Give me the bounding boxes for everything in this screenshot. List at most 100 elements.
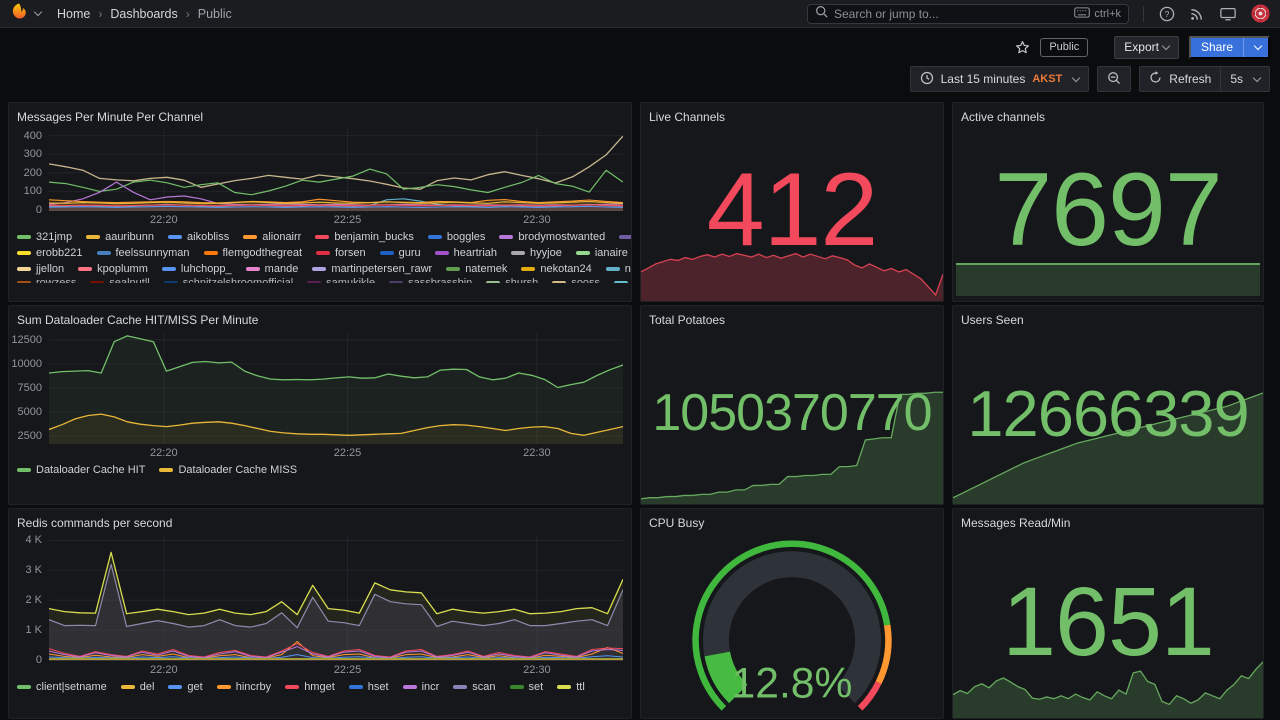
legend-item[interactable]: nekotan24 <box>521 263 592 275</box>
panel-total-potatoes: Total Potatoes 1050370770 <box>640 305 944 505</box>
legend-item[interactable]: incr <box>402 681 439 693</box>
legend-item[interactable]: boggles <box>427 231 485 243</box>
legend-item[interactable]: kpoplumm <box>78 263 148 275</box>
legend-item[interactable]: hmget <box>285 681 335 693</box>
monitor-icon[interactable] <box>1220 7 1236 21</box>
axis-tick-label: 22:20 <box>150 447 178 459</box>
legend-item[interactable]: alionairr <box>243 231 301 243</box>
legend-item[interactable]: erobb221 <box>17 247 83 259</box>
series-color-dash <box>17 266 31 271</box>
user-avatar[interactable] <box>1251 4 1270 23</box>
breadcrumb-home[interactable]: Home <box>57 6 91 21</box>
panel-title[interactable]: Total Potatoes <box>649 313 726 327</box>
messages-legend: 321jmp aauribunn aikobliss alionairr benjami… <box>9 228 631 283</box>
legend-item[interactable]: sassbrassbin <box>389 277 472 283</box>
legend-item[interactable]: stanuses <box>614 277 631 283</box>
series-color-dash <box>312 266 327 271</box>
series-color-dash <box>159 467 174 472</box>
legend-item[interactable]: ttl <box>557 681 585 693</box>
legend-item[interactable]: 321jmp <box>17 231 72 243</box>
legend-item[interactable]: samukikle <box>307 277 375 283</box>
plot-area <box>49 129 623 211</box>
panel-title[interactable]: Messages Read/Min <box>961 516 1071 530</box>
series-color-dash <box>499 234 514 239</box>
breadcrumb-dashboards[interactable]: Dashboards <box>110 6 178 21</box>
axis-tick-label: 22:25 <box>333 447 362 459</box>
help-icon[interactable]: ? <box>1159 6 1175 22</box>
refresh-interval-dropdown[interactable]: 5s <box>1221 67 1269 91</box>
refresh-button[interactable]: Refresh <box>1140 67 1221 91</box>
legend-item[interactable]: benjamin_bucks <box>315 231 414 243</box>
breadcrumb-public[interactable]: Public <box>197 6 232 21</box>
clock-icon <box>920 71 934 88</box>
dataloader-chart: 2500 5000 7500 10000 12500 22:20 22:25 22:30 <box>9 330 631 461</box>
panel-title[interactable]: Sum Dataloader Cache HIT/MISS Per Minute <box>17 313 259 327</box>
news-rss-icon[interactable] <box>1190 6 1205 21</box>
legend-item[interactable]: aauribunn <box>86 231 154 243</box>
series-color-dash <box>521 266 536 271</box>
dataloader-legend: Dataloader Cache HIT Dataloader Cache MIS… <box>9 461 631 477</box>
panel-title[interactable]: Live Channels <box>649 110 726 124</box>
legend-item[interactable]: flemgodthegreat <box>203 247 302 259</box>
legend-item[interactable]: brodymostwanted <box>499 231 605 243</box>
zoom-out-button[interactable] <box>1097 66 1132 92</box>
axis-tick-label: 0 <box>35 204 42 216</box>
divider <box>1220 67 1222 91</box>
public-tag: Public <box>1040 37 1089 57</box>
legend-item[interactable]: get <box>168 681 203 693</box>
grafana-logo-button[interactable] <box>10 2 43 25</box>
axis-tick-label: 22:25 <box>333 664 362 676</box>
legend-item[interactable]: mande <box>245 263 298 275</box>
legend-item[interactable]: jjellon <box>17 263 64 275</box>
legend-item[interactable]: shursh <box>486 277 538 283</box>
legend-item[interactable]: scan <box>453 681 496 693</box>
series-color-dash <box>402 684 417 689</box>
share-button[interactable]: Share <box>1188 35 1270 59</box>
panel-title[interactable]: CPU Busy <box>649 516 705 530</box>
users-seen-value: 12666339 <box>967 376 1249 450</box>
legend-item[interactable]: forsen <box>316 247 366 259</box>
series-color-dash <box>605 266 620 271</box>
legend-item[interactable]: ianaire <box>575 247 628 259</box>
axis-tick-label: 22:30 <box>523 447 551 459</box>
legend-item[interactable]: schnitzelshroomofficial <box>163 277 293 283</box>
panel-messages-read: Messages Read/Min 1651 <box>952 508 1264 719</box>
panel-title[interactable]: Users Seen <box>961 313 1024 327</box>
legend-item[interactable]: client|setname <box>17 681 107 693</box>
legend-row: Dataloader Cache HIT Dataloader Cache MIS… <box>17 462 631 477</box>
legend-item[interactable]: dankmemes011 <box>619 231 631 243</box>
legend-item[interactable]: heartriah <box>434 247 497 259</box>
redis-legend: client|setname del get hincrby hmget hset incr… <box>9 678 631 694</box>
legend-item[interactable]: martinpetersen_rawr <box>312 263 432 275</box>
star-icon[interactable] <box>1015 40 1030 55</box>
time-range-picker[interactable]: Last 15 minutes AKST <box>909 66 1090 92</box>
legend-item[interactable]: feelssunnyman <box>96 247 190 259</box>
legend-item[interactable]: sooss <box>552 277 600 283</box>
axis-tick-label: 22:25 <box>333 214 362 226</box>
series-color-dash <box>17 467 31 472</box>
series-color-dash <box>307 281 322 283</box>
legend-item[interactable]: del <box>120 681 154 693</box>
legend-item[interactable]: hset <box>348 681 389 693</box>
legend-item[interactable]: aikobliss <box>168 231 229 243</box>
panel-title[interactable]: Active channels <box>961 110 1046 124</box>
keyboard-icon <box>1074 6 1091 21</box>
legend-item[interactable]: Dataloader Cache HIT <box>17 464 145 476</box>
legend-item[interactable]: hincrby <box>216 681 271 693</box>
export-button[interactable]: Export <box>1114 35 1179 59</box>
panel-title[interactable]: Redis commands per second <box>17 516 173 530</box>
legend-item[interactable]: set <box>509 681 543 693</box>
legend-item[interactable]: rowzess <box>17 277 76 283</box>
legend-item[interactable]: Dataloader Cache MISS <box>159 464 297 476</box>
search-input[interactable] <box>834 6 1069 21</box>
legend-item[interactable]: natemek <box>446 263 507 275</box>
legend-item[interactable]: hyyjoe <box>511 247 562 259</box>
search-box[interactable]: ctrl+k <box>807 3 1129 24</box>
legend-item[interactable]: notjoeykaotyk <box>605 263 631 275</box>
legend-item[interactable]: luhchopp_ <box>161 263 232 275</box>
legend-item[interactable]: guru <box>379 247 421 259</box>
share-menu-caret[interactable] <box>1243 37 1268 57</box>
legend-item[interactable]: sealnutll <box>90 277 150 283</box>
refresh-icon <box>1149 71 1162 87</box>
panel-title[interactable]: Messages Per Minute Per Channel <box>17 110 204 124</box>
